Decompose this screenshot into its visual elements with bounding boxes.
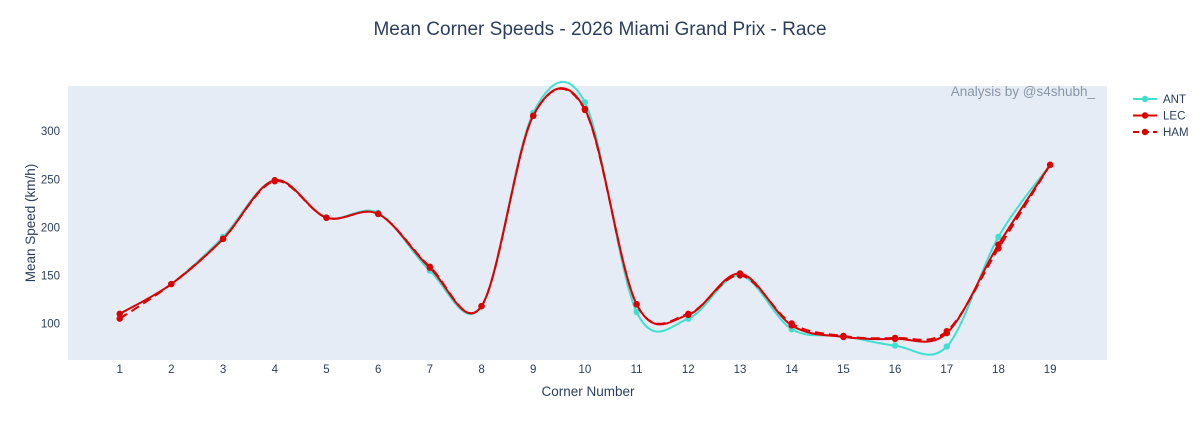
data-point-ham [840, 332, 847, 340]
y-tick-label: 200 [41, 222, 60, 234]
data-point-ant [891, 342, 899, 349]
chart-title: Mean Corner Speeds - 2026 Miami Grand Pr… [373, 19, 826, 40]
x-tick-label: 14 [785, 364, 798, 376]
x-tick-label: 9 [530, 364, 536, 376]
x-tick-label: 6 [375, 364, 381, 376]
data-point-ham [1046, 161, 1054, 169]
data-point-ham [168, 280, 175, 288]
x-tick-label: 11 [631, 364, 643, 376]
x-tick-label: 17 [940, 364, 953, 376]
legend-item-lec[interactable]: LEC [1133, 111, 1185, 123]
data-point-ham [943, 327, 950, 335]
legend-label-ham: HAM [1163, 127, 1189, 139]
x-tick-label: 2 [168, 364, 174, 376]
legend-item-ham[interactable]: HAM [1133, 127, 1189, 139]
y-tick-label: 250 [41, 174, 60, 186]
data-point-ham [530, 112, 537, 120]
legend-item-ant[interactable]: ANT [1133, 94, 1186, 106]
data-point-ham [323, 214, 330, 221]
legend-swatch-marker [1141, 112, 1149, 119]
y-tick-label: 100 [41, 318, 60, 330]
x-tick-label: 8 [478, 364, 484, 376]
data-point-lec [116, 310, 123, 318]
data-point-ant [995, 233, 1002, 241]
x-tick-label: 15 [837, 364, 850, 376]
y-axis-title: Mean Speed (km/h) [23, 164, 38, 283]
data-point-ham [995, 245, 1002, 252]
analysis-credit: Analysis by @s4shubh_ [951, 84, 1096, 99]
x-tick-label: 13 [734, 364, 747, 376]
y-tick-label: 150 [41, 270, 60, 282]
x-tick-label: 5 [323, 364, 329, 376]
legend-label-ant: ANT [1163, 94, 1186, 106]
legend-swatch-marker [1141, 95, 1149, 103]
x-axis-title: Corner Number [541, 384, 635, 399]
legend[interactable]: ANT LEC HAM [1133, 94, 1189, 139]
data-point-ant [633, 308, 640, 316]
x-tick-label: 10 [579, 364, 592, 376]
data-point-ham [374, 210, 382, 218]
data-point-ham [685, 310, 692, 318]
x-tick-label: 16 [889, 364, 902, 376]
data-point-ham [736, 272, 744, 279]
data-point-ham [581, 106, 589, 114]
legend-label-lec: LEC [1163, 111, 1185, 123]
data-point-ham [633, 301, 640, 308]
data-point-ham [788, 320, 795, 327]
data-point-ham [219, 235, 227, 243]
data-point-ant [581, 99, 589, 106]
series-ham [116, 87, 1054, 342]
plot-area [68, 86, 1107, 360]
data-point-ham [891, 334, 899, 342]
data-point-ham [426, 263, 434, 270]
data-point-ham [478, 302, 485, 310]
y-tick-label: 300 [41, 126, 60, 138]
data-point-ham [116, 315, 123, 322]
x-tick-label: 7 [427, 364, 433, 376]
x-tick-label: 4 [272, 364, 279, 376]
x-tick-label: 19 [1044, 364, 1057, 376]
x-tick-label: 1 [116, 364, 122, 376]
legend-swatch-marker [1141, 128, 1149, 136]
data-point-ham [271, 177, 278, 185]
x-tick-label: 18 [992, 364, 1005, 376]
data-point-ant [943, 343, 950, 350]
x-tick-label: 3 [220, 364, 226, 376]
x-tick-label: 12 [682, 364, 695, 376]
